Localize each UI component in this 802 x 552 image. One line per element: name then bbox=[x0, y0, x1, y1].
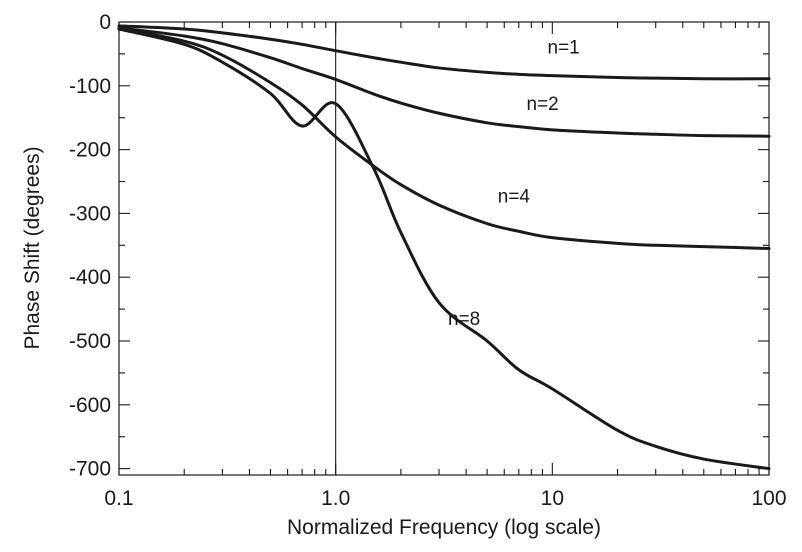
y-tick-label: -400 bbox=[69, 266, 111, 289]
series-label-n-8: n=8 bbox=[448, 309, 480, 330]
series-label-n-1: n=1 bbox=[548, 37, 580, 58]
series-line-n-4 bbox=[117, 26, 771, 250]
series-label-n-4: n=4 bbox=[498, 187, 531, 208]
x-tick-label: 0.1 bbox=[104, 487, 133, 510]
y-tick-label: -100 bbox=[69, 75, 111, 98]
series-line-n-2 bbox=[117, 26, 771, 138]
axis-ticks bbox=[118, 21, 770, 475]
series-lines bbox=[117, 24, 771, 471]
y-tick-label: -300 bbox=[69, 202, 111, 225]
x-axis-title: Normalized Frequency (log scale) bbox=[287, 516, 601, 539]
x-tick-label: 10 bbox=[541, 487, 564, 510]
y-tick-label: -200 bbox=[69, 139, 111, 162]
y-tick-label: -600 bbox=[69, 394, 111, 417]
y-tick-label: -500 bbox=[69, 330, 111, 353]
series-line-n-8 bbox=[117, 27, 771, 471]
y-tick-label: 0 bbox=[99, 11, 111, 34]
y-tick-label: -700 bbox=[69, 458, 111, 481]
plot-frame bbox=[118, 21, 770, 476]
x-tick-label: 100 bbox=[751, 487, 786, 510]
tick-labels: 0.1 1.0 10 100 0 -100 -200 -300 -400 -500 -600 -700… bbox=[69, 11, 787, 510]
series-line-n-1 bbox=[117, 24, 771, 81]
series-label-n-2: n=2 bbox=[527, 94, 559, 115]
y-axis-title: Phase Shift (degrees) bbox=[21, 146, 44, 349]
x-tick-label: 1.0 bbox=[321, 487, 350, 510]
